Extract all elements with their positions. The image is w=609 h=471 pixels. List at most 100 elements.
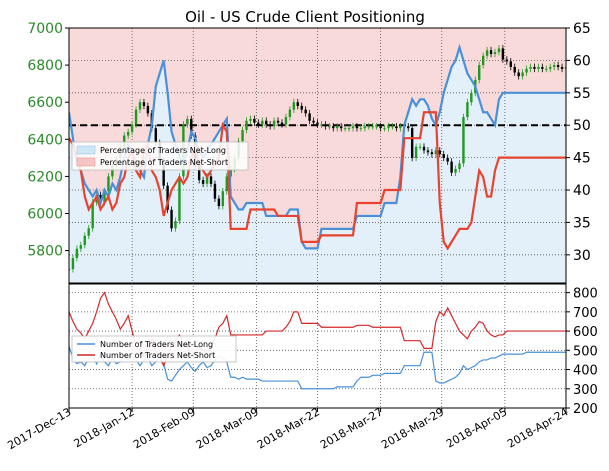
candle-body xyxy=(111,165,114,177)
left-tick-label: 6200 xyxy=(27,169,63,185)
x-tick-label: 2018-Apr-05 xyxy=(444,405,509,450)
bottom-tick-label: 500 xyxy=(573,344,598,359)
candle-body xyxy=(166,185,169,210)
candle-body xyxy=(280,122,284,125)
candle-body xyxy=(560,66,564,69)
candle-body xyxy=(154,128,157,144)
candle-body xyxy=(312,120,315,123)
candle-body xyxy=(493,52,497,54)
candle-body xyxy=(83,235,86,246)
candle-body xyxy=(79,245,83,249)
x-tick-label: 2018-Mar-22 xyxy=(255,405,322,451)
candle-body xyxy=(339,126,343,129)
legend-label-net-short: Percentage of Traders Net-Short xyxy=(100,158,228,167)
candle-body xyxy=(497,48,501,53)
candle-body xyxy=(249,118,252,121)
candle-body xyxy=(541,66,544,69)
right-tick-label: 65 xyxy=(573,21,591,37)
candle-body xyxy=(229,168,232,177)
candle-body xyxy=(466,102,469,118)
candle-body xyxy=(324,124,327,127)
legend-label-net-long-count: Number of Traders Net-Long xyxy=(100,340,213,349)
candle-body xyxy=(426,150,430,153)
x-tick-label: 2018-Mar-29 xyxy=(379,405,446,451)
candle-body xyxy=(489,50,493,54)
candle-body xyxy=(126,131,130,136)
candle-body xyxy=(103,191,106,203)
candle-body xyxy=(430,152,434,155)
candle-body xyxy=(395,126,398,129)
candle-body xyxy=(481,55,485,66)
x-tick-label: 2018-Mar-09 xyxy=(194,405,261,451)
candle-body xyxy=(268,124,272,127)
candle-body xyxy=(371,126,374,128)
candle-body xyxy=(458,163,461,169)
bottom-legend-box xyxy=(71,335,237,363)
candle-body xyxy=(521,72,524,77)
candle-body xyxy=(241,130,244,142)
x-tick-label: 2018-Jan-12 xyxy=(72,405,137,450)
x-tick-label: 2018-Feb-09 xyxy=(131,405,198,451)
net-short-fill xyxy=(69,28,566,249)
candle-body xyxy=(320,124,323,126)
candle-body xyxy=(529,66,532,69)
candle-body xyxy=(201,180,205,184)
candle-body xyxy=(209,176,213,184)
net-long-count-line xyxy=(69,346,566,390)
left-axis-ticks: 5800 6000 6200 6400 6600 6800 7000 xyxy=(27,21,69,260)
candle-body xyxy=(245,120,248,131)
top-legend-box xyxy=(71,141,249,171)
candle-body xyxy=(391,126,394,128)
candle-body xyxy=(533,66,536,69)
candle-body xyxy=(351,126,355,129)
bottom-tick-label: 700 xyxy=(573,306,598,321)
x-tick-label: 2017-Dec-13 xyxy=(5,405,73,452)
candle-body xyxy=(142,102,146,106)
candle-body xyxy=(300,105,303,110)
candle-body xyxy=(257,122,260,125)
candle-body xyxy=(162,161,165,186)
candle-body xyxy=(134,109,138,125)
candle-body xyxy=(450,161,453,173)
right-tick-label: 55 xyxy=(573,86,591,102)
right-tick-label: 60 xyxy=(573,53,591,69)
candle-body xyxy=(336,126,339,129)
right-tick-label: 50 xyxy=(573,118,591,134)
candle-body xyxy=(69,269,71,271)
candle-body xyxy=(265,120,268,125)
candle-body xyxy=(130,124,134,132)
candle-body xyxy=(190,118,193,136)
candle-body xyxy=(205,176,209,184)
candle-body xyxy=(537,66,540,69)
candle-body xyxy=(407,126,410,129)
candle-body xyxy=(107,176,110,192)
candle-body xyxy=(308,113,311,121)
bottom-tick-label: 400 xyxy=(573,364,598,379)
bottom-right-axis-ticks: 200 300 400 500 600 700 800 xyxy=(566,287,598,417)
candle-body xyxy=(87,228,90,236)
candle-body xyxy=(414,146,418,158)
candle-body xyxy=(383,128,386,130)
left-tick-label: 6400 xyxy=(27,132,63,148)
candle-body xyxy=(359,128,363,130)
candle-body xyxy=(355,126,359,129)
bottom-tick-label: 200 xyxy=(573,402,598,417)
bottom-tick-label: 600 xyxy=(573,325,598,340)
candle-body xyxy=(564,66,566,69)
candle-body xyxy=(178,176,181,221)
candle-body xyxy=(99,194,102,203)
candle-body xyxy=(123,135,126,147)
candle-body xyxy=(221,191,225,207)
top-legend: Percentage of Traders Net-Long Percentag… xyxy=(71,141,249,171)
candle-body xyxy=(470,92,473,103)
candle-body xyxy=(138,102,142,110)
candle-body xyxy=(343,128,347,130)
legend-label-net-long: Percentage of Traders Net-Long xyxy=(100,146,226,155)
candle-body xyxy=(363,126,367,129)
candle-body xyxy=(387,126,390,129)
right-axis-ticks: 30 35 40 45 50 55 60 65 xyxy=(566,21,591,264)
candle-body xyxy=(170,209,173,229)
left-tick-label: 6600 xyxy=(27,95,63,111)
left-tick-label: 6800 xyxy=(27,58,63,74)
